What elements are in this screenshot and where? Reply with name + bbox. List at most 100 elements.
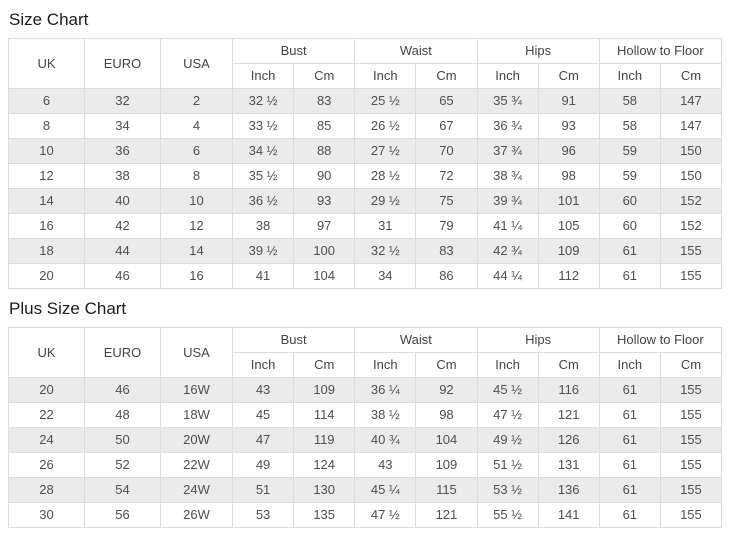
unit-header-inch: Inch — [231, 63, 295, 89]
table-cell: 44 ¼ — [476, 263, 539, 289]
table-row: 8 34 4 33 ½ 85 26 ½ 67 36 ¾ 93 58 147 — [8, 113, 723, 139]
table-cell: 32 ½ — [231, 88, 295, 114]
table-head: UK EURO USA Bust Waist Hips Hollow to Floor Inc… — [8, 327, 723, 378]
table-cell: 38 ½ — [354, 402, 417, 428]
plus-size-chart-title: Plus Size Chart — [9, 299, 127, 318]
table-row: 30 56 26W 53 135 47 ½ 121 55 ½ 141 61 155 — [8, 502, 723, 528]
table-cell: 53 — [231, 502, 295, 528]
unit-header-row: Inch Cm Inch Cm Inch Cm Inch Cm — [9, 63, 723, 89]
table-cell: 121 — [537, 402, 600, 428]
table-cell: 16 — [8, 213, 85, 239]
table-cell: 18 — [8, 238, 85, 264]
header-row: UK EURO USA Bust Waist Hips Hollow to Floor — [8, 327, 723, 378]
unit-header-inch: Inch — [598, 352, 661, 378]
table-cell: 83 — [415, 238, 478, 264]
unit-header-cm: Cm — [293, 63, 356, 89]
table-cell: 6 — [160, 138, 233, 164]
size-chart-title: Size Chart — [9, 10, 89, 29]
table-cell: 152 — [659, 188, 723, 214]
table-row: 14 40 10 36 ½ 93 29 ½ 75 39 ¾ 101 60 152 — [8, 188, 723, 214]
table-cell: 104 — [415, 427, 478, 453]
table-cell: 38 — [84, 163, 161, 189]
table-cell: 112 — [537, 263, 600, 289]
column-header-uk: UK — [8, 327, 85, 378]
table-cell: 61 — [598, 238, 661, 264]
table-cell: 50 — [84, 427, 161, 453]
table-body: 20 46 16W 43 109 36 ¼ 92 45 ½ 116 61 155 22 48 18W 45 1… — [8, 377, 723, 528]
column-header-usa: USA — [160, 327, 233, 378]
table-cell: 25 ½ — [354, 88, 417, 114]
table-cell: 28 — [8, 477, 85, 503]
table-cell: 155 — [659, 263, 723, 289]
table-cell: 96 — [537, 138, 600, 164]
table-cell: 36 ¾ — [476, 113, 539, 139]
table-cell: 12 — [160, 213, 233, 239]
table-cell: 92 — [415, 377, 478, 403]
table-cell: 45 ¼ — [354, 477, 417, 503]
unit-header-cm: Cm — [659, 352, 723, 378]
table-cell: 20W — [160, 427, 233, 453]
table-cell: 58 — [598, 113, 661, 139]
table-cell: 70 — [415, 138, 478, 164]
table-cell: 46 — [84, 377, 161, 403]
table-cell: 97 — [293, 213, 356, 239]
table-body: 6 32 2 32 ½ 83 25 ½ 65 35 ¾ 91 58 147 8 34 4 33 ½ 85 26 … — [8, 88, 723, 289]
table-cell: 58 — [598, 88, 661, 114]
group-header-hips: Hips — [476, 38, 600, 64]
table-cell: 119 — [293, 427, 356, 453]
table-row: 22 48 18W 45 114 38 ½ 98 47 ½ 121 61 155 — [8, 402, 723, 428]
table-cell: 27 ½ — [354, 138, 417, 164]
table-cell: 52 — [84, 452, 161, 478]
table-cell: 43 — [354, 452, 417, 478]
table-row: 10 36 6 34 ½ 88 27 ½ 70 37 ¾ 96 59 150 — [8, 138, 723, 164]
table-cell: 49 — [231, 452, 295, 478]
table-cell: 8 — [160, 163, 233, 189]
group-header-bust: Bust — [231, 327, 356, 353]
table-row: 16 42 12 38 97 31 79 41 ¼ 105 60 152 — [8, 213, 723, 239]
table-cell: 16W — [160, 377, 233, 403]
table-cell: 115 — [415, 477, 478, 503]
table-cell: 31 — [354, 213, 417, 239]
table-cell: 53 ½ — [476, 477, 539, 503]
table-cell: 4 — [160, 113, 233, 139]
table-cell: 88 — [293, 138, 356, 164]
table-cell: 155 — [659, 502, 723, 528]
size-chart-table: UK EURO USA Bust Waist Hips Hollow to Floor Inc… — [8, 38, 723, 289]
table-cell: 28 ½ — [354, 163, 417, 189]
table-cell: 8 — [8, 113, 85, 139]
table-cell: 90 — [293, 163, 356, 189]
table-row: 20 46 16W 43 109 36 ¼ 92 45 ½ 116 61 155 — [8, 377, 723, 403]
table-head: UK EURO USA Bust Waist Hips Hollow to Floor Inc… — [8, 38, 723, 89]
unit-header-inch: Inch — [598, 63, 661, 89]
table-cell: 136 — [537, 477, 600, 503]
group-header-waist: Waist — [354, 38, 478, 64]
table-cell: 34 — [84, 113, 161, 139]
table-cell: 39 ¾ — [476, 188, 539, 214]
table-cell: 61 — [598, 502, 661, 528]
group-header-waist: Waist — [354, 327, 478, 353]
table-cell: 60 — [598, 213, 661, 239]
table-cell: 47 ½ — [354, 502, 417, 528]
table-cell: 93 — [293, 188, 356, 214]
table-row: 12 38 8 35 ½ 90 28 ½ 72 38 ¾ 98 59 150 — [8, 163, 723, 189]
table-cell: 33 ½ — [231, 113, 295, 139]
plus-size-chart-section: Plus Size Chart UK EURO USA Bust Waist Hips Ho… — [8, 299, 723, 528]
size-chart-section: Size Chart UK EURO USA Bust Waist Hips Hollow … — [8, 10, 723, 289]
size-charts-page: Size Chart UK EURO USA Bust Waist Hips Hollow … — [8, 10, 723, 528]
table-cell: 26 — [8, 452, 85, 478]
table-cell: 24 — [8, 427, 85, 453]
table-cell: 32 ½ — [354, 238, 417, 264]
table-cell: 45 ½ — [476, 377, 539, 403]
table-cell: 114 — [293, 402, 356, 428]
table-row: 18 44 14 39 ½ 100 32 ½ 83 42 ¾ 109 61 155 — [8, 238, 723, 264]
table-cell: 54 — [84, 477, 161, 503]
table-cell: 124 — [293, 452, 356, 478]
table-cell: 65 — [415, 88, 478, 114]
table-cell: 147 — [659, 88, 723, 114]
table-cell: 34 ½ — [231, 138, 295, 164]
unit-header-cm: Cm — [293, 352, 356, 378]
table-cell: 61 — [598, 263, 661, 289]
table-cell: 98 — [537, 163, 600, 189]
table-cell: 36 ¼ — [354, 377, 417, 403]
table-cell: 155 — [659, 427, 723, 453]
